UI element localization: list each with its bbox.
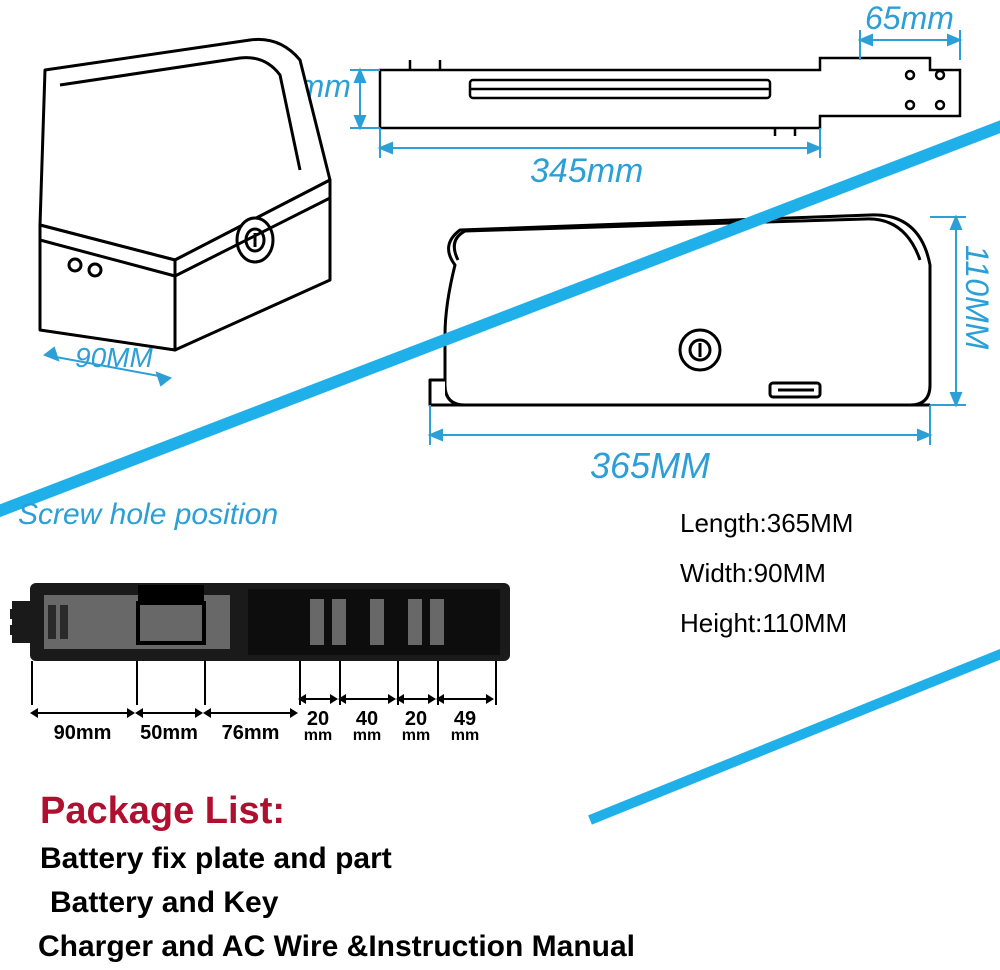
dim-345mm: 345mm xyxy=(530,152,643,191)
dim-110mm: 110MM xyxy=(958,245,995,349)
iso-battery-drawing xyxy=(0,30,350,390)
screw-dim-label: 90mm xyxy=(54,722,112,745)
screw-dim-sublabel: mm xyxy=(304,727,332,745)
spec-width: Width:90MM xyxy=(680,558,826,589)
screw-dim-segment: 49mm xyxy=(436,690,494,745)
screw-dimension-row: 90mm50mm76mm20mm40mm20mm49mm xyxy=(30,690,494,745)
package-item-3: Charger and AC Wire &Instruction Manual xyxy=(38,930,635,964)
screw-hole-title: Screw hole position xyxy=(18,498,278,532)
screw-dim-sublabel: mm xyxy=(451,727,479,745)
screw-dim-segment: 76mm xyxy=(203,704,298,745)
spec-height: Height:110MM xyxy=(680,608,847,639)
screw-dim-segment: 20mm xyxy=(298,690,338,745)
screw-dim-segment: 50mm xyxy=(135,704,203,745)
dim-90mm-iso: 90MM xyxy=(75,342,153,374)
diagonal-divider-secondary xyxy=(588,639,1000,824)
dim-365mm: 365MM xyxy=(590,445,710,487)
screw-dim-sublabel: mm xyxy=(402,727,430,745)
screw-dim-segment: 40mm xyxy=(338,690,396,745)
screw-dim-segment: 90mm xyxy=(30,704,135,745)
package-item-1: Battery fix plate and part xyxy=(40,842,392,876)
screw-dim-label: 76mm xyxy=(222,722,280,745)
package-list-title: Package List: xyxy=(40,790,285,833)
dim-65mm: 65mm xyxy=(865,0,954,37)
screw-dim-segment: 20mm xyxy=(396,690,436,745)
screw-dim-label: 50mm xyxy=(140,722,198,745)
package-item-2: Battery and Key xyxy=(50,886,278,920)
screw-dim-sublabel: mm xyxy=(353,727,381,745)
spec-length: Length:365MM xyxy=(680,508,853,539)
top-rail-drawing xyxy=(320,20,980,180)
